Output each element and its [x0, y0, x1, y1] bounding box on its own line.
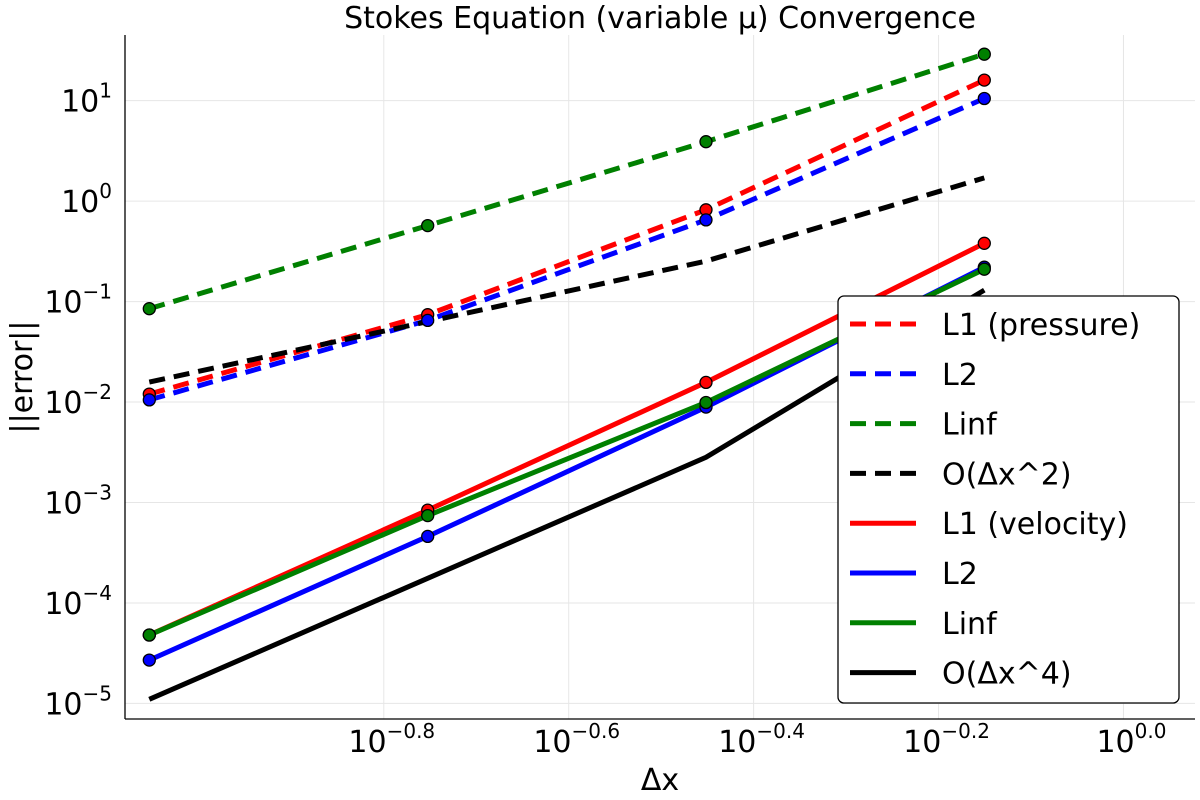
data-point: [699, 375, 713, 390]
data-point: [142, 302, 156, 316]
x-tick-label: 10−0.2: [903, 719, 990, 760]
data-point: [977, 73, 991, 87]
legend-box: [837, 295, 1180, 704]
data-point: [142, 628, 156, 642]
y-tick-label: 10−3: [44, 481, 112, 522]
tick-labels: 10−0.8 10−0.6 10−0.4 10−0.2 100.0 101 100 10−1 1…: [44, 79, 1166, 760]
data-point: [977, 236, 991, 250]
x-tick-label: 10−0.6: [533, 719, 620, 760]
y-tick-label: 10−4: [44, 581, 112, 622]
data-point: [977, 47, 991, 61]
data-point: [421, 508, 435, 523]
axes: [124, 35, 1195, 720]
legend-label: O(Δx^4): [942, 657, 1072, 692]
chart-title: Stokes Equation (variable μ) Convergence: [344, 1, 976, 36]
legend-label: Linf: [942, 607, 998, 642]
x-tick-label: 10−0.4: [718, 719, 805, 760]
y-axis-title: ||error||: [5, 320, 40, 433]
y-tick-label: 10−2: [44, 380, 112, 421]
y-tick-label: 100: [61, 179, 112, 220]
legend-label: O(Δx^2): [942, 457, 1072, 492]
data-point: [699, 395, 713, 410]
y-tick-label: 10−5: [44, 681, 112, 722]
series-line-4: [148, 175, 986, 385]
legend-label: L1 (velocity): [942, 507, 1128, 542]
legend-label: L1 (pressure): [942, 308, 1140, 343]
series-markers: [142, 47, 991, 667]
data-point: [977, 262, 991, 276]
data-point: [977, 91, 991, 106]
y-tick-label: 10−1: [44, 280, 112, 321]
y-tick-label: 101: [61, 79, 112, 120]
legend-label: Linf: [942, 408, 998, 443]
x-tick-label: 10−0.8: [348, 719, 435, 760]
series-line-3: [148, 51, 986, 312]
series-line-2: [148, 96, 986, 403]
data-point: [421, 313, 435, 328]
data-point: [699, 213, 713, 227]
x-axis-title: Δx: [641, 763, 679, 798]
legend-label: L2: [942, 557, 978, 592]
data-point: [421, 218, 435, 233]
legend: L1 (pressure) L2 Linf O(Δx^2) L1 (velocity) L…: [837, 295, 1180, 704]
data-point: [142, 653, 156, 667]
data-point: [142, 393, 156, 407]
data-point: [699, 135, 713, 149]
series-line-1: [148, 77, 986, 397]
legend-label: L2: [942, 358, 978, 393]
x-tick-label: 100.0: [1096, 719, 1166, 760]
data-point: [421, 529, 435, 544]
